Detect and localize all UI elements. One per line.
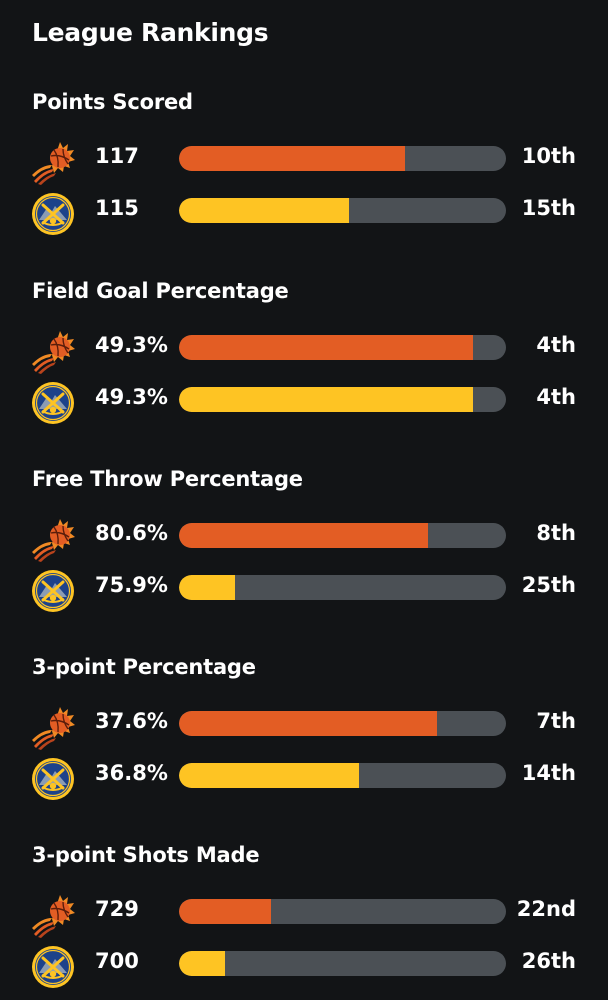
stat-section-3-point-shots-made: 3-point Shots Made 729 22nd 700 26th xyxy=(0,843,608,993)
stat-value: 729 xyxy=(95,897,139,921)
team-row-suns: 117 10th xyxy=(0,138,608,185)
stat-bar-track xyxy=(179,575,506,600)
stat-value: 49.3% xyxy=(95,385,168,409)
stat-bar-fill xyxy=(179,335,474,360)
nuggets-logo-icon xyxy=(32,193,74,235)
rank-label: 4th xyxy=(536,385,576,409)
stat-section-3-point-percentage: 3-point Percentage 37.6% 7th 36.8% 14th xyxy=(0,655,608,805)
rank-label: 8th xyxy=(536,521,576,545)
rank-label: 10th xyxy=(521,144,576,168)
team-row-nuggets: 36.8% 14th xyxy=(0,755,608,800)
stat-value: 115 xyxy=(95,196,139,220)
suns-logo-icon xyxy=(32,895,75,938)
page-title: League Rankings xyxy=(32,18,269,47)
rank-label: 4th xyxy=(536,333,576,357)
rank-label: 25th xyxy=(521,573,576,597)
nuggets-logo-icon xyxy=(32,570,74,612)
team-row-nuggets: 49.3% 4th xyxy=(0,379,608,424)
rank-label: 7th xyxy=(536,709,576,733)
stat-section-field-goal-percentage: Field Goal Percentage 49.3% 4th 49.3% 4t… xyxy=(0,279,608,429)
nuggets-logo-icon xyxy=(32,758,74,800)
team-row-suns: 729 22nd xyxy=(0,891,608,938)
stat-value: 36.8% xyxy=(95,761,168,785)
nuggets-logo-icon xyxy=(32,946,74,988)
stat-value: 117 xyxy=(95,144,139,168)
team-row-nuggets: 700 26th xyxy=(0,943,608,988)
stat-bar-track xyxy=(179,951,506,976)
team-row-suns: 37.6% 7th xyxy=(0,703,608,750)
stat-bar-fill xyxy=(179,198,350,223)
stat-bar-track xyxy=(179,146,506,171)
stat-section-free-throw-percentage: Free Throw Percentage 80.6% 8th 75.9% 25… xyxy=(0,467,608,617)
stat-value: 80.6% xyxy=(95,521,168,545)
stat-value: 75.9% xyxy=(95,573,168,597)
section-title: 3-point Shots Made xyxy=(32,843,260,867)
team-row-nuggets: 75.9% 25th xyxy=(0,567,608,612)
stat-bar-track xyxy=(179,711,506,736)
stat-value: 700 xyxy=(95,949,139,973)
stat-bar-fill xyxy=(179,575,235,600)
stat-bar-fill xyxy=(179,387,474,412)
stat-bar-fill xyxy=(179,146,405,171)
section-title: Field Goal Percentage xyxy=(32,279,289,303)
rank-label: 26th xyxy=(521,949,576,973)
stat-bar-fill xyxy=(179,763,359,788)
section-title: Points Scored xyxy=(32,90,193,114)
stat-bar-track xyxy=(179,763,506,788)
rank-label: 22nd xyxy=(516,897,576,921)
rank-label: 15th xyxy=(521,196,576,220)
suns-logo-icon xyxy=(32,142,75,185)
section-title: 3-point Percentage xyxy=(32,655,256,679)
team-row-nuggets: 115 15th xyxy=(0,190,608,235)
stat-bar-track xyxy=(179,523,506,548)
suns-logo-icon xyxy=(32,519,75,562)
suns-logo-icon xyxy=(32,707,75,750)
rank-label: 14th xyxy=(521,761,576,785)
stat-bar-fill xyxy=(179,523,428,548)
stat-section-points-scored: Points Scored 117 10th 115 15th xyxy=(0,90,608,240)
stat-bar-fill xyxy=(179,711,438,736)
nuggets-logo-icon xyxy=(32,382,74,424)
stat-bar-track xyxy=(179,335,506,360)
team-row-suns: 80.6% 8th xyxy=(0,515,608,562)
section-title: Free Throw Percentage xyxy=(32,467,303,491)
stat-bar-track xyxy=(179,387,506,412)
suns-logo-icon xyxy=(32,331,75,374)
stat-bar-track xyxy=(179,198,506,223)
stat-bar-track xyxy=(179,899,506,924)
stat-value: 37.6% xyxy=(95,709,168,733)
team-row-suns: 49.3% 4th xyxy=(0,327,608,374)
stat-bar-fill xyxy=(179,899,271,924)
stat-value: 49.3% xyxy=(95,333,168,357)
stat-bar-fill xyxy=(179,951,225,976)
